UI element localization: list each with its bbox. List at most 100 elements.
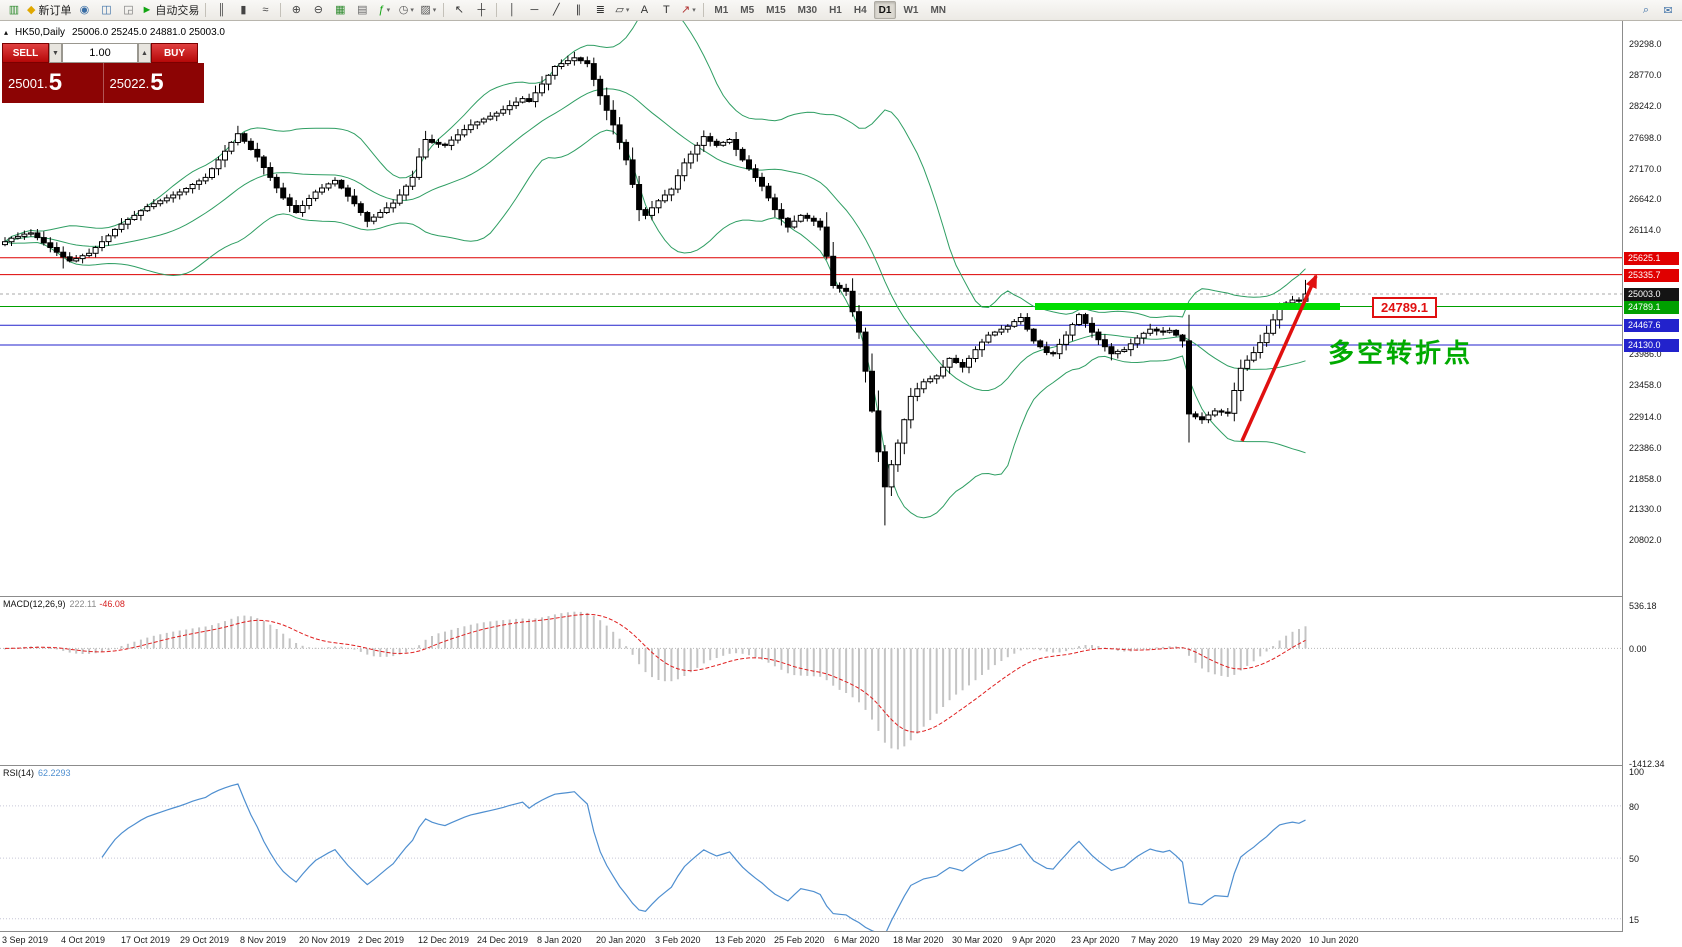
date-axis-label: 29 Oct 2019: [180, 935, 230, 945]
indicators-icon[interactable]: ƒ ▾: [373, 2, 395, 19]
timeframe-M30[interactable]: M30: [797, 4, 818, 16]
price-axis-label: 23458.0: [1629, 380, 1662, 390]
equidistant-channel-icon[interactable]: ∥: [567, 2, 589, 19]
data-window-icon[interactable]: ◲: [117, 2, 139, 19]
text-label-icon: T: [662, 3, 670, 16]
price-axis-label: 21858.0: [1629, 474, 1662, 484]
toolbar-divider: [280, 3, 282, 17]
text-icon[interactable]: A: [633, 2, 655, 19]
templates-icon[interactable]: ▨ ▾: [417, 2, 439, 19]
toolbar-divider: [443, 3, 445, 17]
price-callout-label[interactable]: 24789.1: [1372, 297, 1437, 318]
date-axis-label: 20 Nov 2019: [299, 935, 351, 945]
buy-price[interactable]: 25022. 5: [109, 69, 164, 96]
pane-separator: [0, 931, 1682, 932]
crosshair-icon[interactable]: ┼: [470, 2, 492, 19]
horizontal-line-icon[interactable]: ─: [523, 2, 545, 19]
profiles-icon[interactable]: ◉: [73, 2, 95, 19]
shapes-icon[interactable]: ▱ ▾: [611, 2, 633, 19]
bar-chart-icon: ║: [217, 3, 226, 16]
macd-signal-line: [4, 613, 1306, 733]
volume-decrease-button[interactable]: ▼: [49, 43, 62, 63]
macd-axis-label: -1412.34: [1629, 759, 1665, 769]
chevron-down-icon: ▾: [432, 7, 437, 14]
timeframe-MN[interactable]: MN: [930, 4, 947, 16]
arrows-icon[interactable]: ↗ ▾: [677, 2, 699, 19]
pane-separator[interactable]: [0, 765, 1682, 766]
autotrade-button[interactable]: ► 自动交易: [139, 2, 201, 19]
price-axis-label: 23986.0: [1629, 349, 1662, 359]
price-axis-label: 28242.0: [1629, 101, 1662, 111]
new-order-button-label: 新订单: [38, 5, 72, 17]
ohlc-values: 25006.0 25245.0 24881.0 25003.0: [72, 27, 225, 38]
toolbar-divider: [496, 3, 498, 17]
autotrade-button-label: 自动交易: [155, 5, 200, 17]
periods-icon[interactable]: ◷ ▾: [395, 2, 417, 19]
timeframe-D1[interactable]: D1: [873, 1, 897, 19]
new-order-button: ◆: [27, 3, 36, 16]
zoom-out-icon[interactable]: ⊖: [307, 2, 329, 19]
cursor-icon[interactable]: ↖: [448, 2, 470, 19]
buy-button[interactable]: BUY: [151, 43, 198, 63]
chevron-down-icon: ▾: [625, 7, 630, 14]
timeframe-H4[interactable]: H4: [853, 4, 867, 16]
price-chart-pane[interactable]: ▴ HK50,Daily 25006.0 25245.0 24881.0 250…: [0, 21, 1622, 596]
cursor-icon: ↖: [454, 3, 464, 16]
periods-icon: ◷: [398, 3, 409, 16]
timeframe-H1[interactable]: H1: [829, 4, 842, 16]
price-axis[interactable]: 29298.0 28770.0 28242.0 27698.0 27170.0 26642…: [1622, 21, 1682, 932]
line-chart-icon: ≈: [262, 3, 269, 16]
sell-price[interactable]: 25001. 5: [8, 69, 63, 96]
candlestick-chart-icon[interactable]: ▮: [232, 2, 254, 19]
rsi-axis-label: 15: [1629, 915, 1640, 925]
volume-increase-button[interactable]: ▲: [138, 43, 151, 63]
vertical-line-icon[interactable]: │: [501, 2, 523, 19]
fibonacci-icon[interactable]: ≣: [589, 2, 611, 19]
chevron-down-icon: ▾: [410, 7, 414, 14]
timeframe-M1[interactable]: M1: [714, 4, 729, 16]
macd-label: MACD(12,26,9) 222.11 -46.08: [3, 599, 125, 609]
vertical-line-icon: │: [508, 3, 516, 16]
sell-button[interactable]: SELL: [2, 43, 49, 63]
horizontal-line-icon: ─: [530, 3, 539, 16]
date-axis-label: 8 Jan 2020: [537, 935, 582, 945]
market-watch-icon: ◫: [101, 3, 112, 16]
bar-chart-icon[interactable]: ║: [210, 2, 232, 19]
price-badge: 24789.1: [1624, 301, 1679, 314]
rsi-axis-label: 80: [1629, 802, 1640, 812]
market-watch-icon[interactable]: ◫: [95, 2, 117, 19]
date-axis-label: 12 Dec 2019: [418, 935, 470, 945]
volume-input[interactable]: [62, 43, 138, 63]
auto-arrange-icon[interactable]: ▤: [351, 2, 373, 19]
timeframe-M15[interactable]: M15: [766, 4, 786, 16]
one-click-collapse-icon[interactable]: ▴: [4, 28, 9, 37]
new-chart-icon: ▥: [8, 3, 20, 16]
candlestick-chart[interactable]: [0, 21, 1622, 596]
search-icon[interactable]: ⌕: [1642, 3, 1650, 16]
date-axis-label: 30 Mar 2020: [952, 935, 1003, 945]
cn-annotation-text[interactable]: 多空转折点: [1328, 338, 1474, 368]
price-badge: 25003.0: [1624, 288, 1679, 301]
timeframe-W1[interactable]: W1: [903, 4, 919, 16]
crosshair-icon: ┼: [477, 3, 486, 16]
zoom-in-icon[interactable]: ⊕: [285, 2, 307, 19]
pane-separator[interactable]: [0, 596, 1682, 597]
trend-arrow[interactable]: [1240, 273, 1318, 442]
support-level-bar[interactable]: [1035, 303, 1340, 310]
date-axis-label: 3 Feb 2020: [655, 935, 701, 945]
time-axis[interactable]: 3 Sep 2019 4 Oct 2019 17 Oct 2019 29 Oct 20…: [0, 932, 1682, 947]
indicators-icon: ƒ: [378, 3, 385, 16]
trendline-icon[interactable]: ╱: [545, 2, 567, 19]
timeframe-M5[interactable]: M5: [740, 4, 755, 16]
tile-windows-icon[interactable]: ▦: [329, 2, 351, 19]
text-label-icon[interactable]: T: [655, 2, 677, 19]
new-chart-icon[interactable]: ▥: [3, 2, 25, 19]
price-axis-label: 22914.0: [1629, 412, 1662, 422]
candlestick-chart-icon: ▮: [240, 3, 247, 16]
community-chat-icon[interactable]: ✉: [1663, 4, 1673, 17]
macd-pane[interactable]: MACD(12,26,9) 222.11 -46.08: [0, 597, 1622, 765]
line-chart-icon[interactable]: ≈: [254, 2, 276, 19]
date-axis-label: 8 Nov 2019: [240, 935, 287, 945]
rsi-pane[interactable]: RSI(14) 62.2293: [0, 766, 1622, 931]
new-order-button[interactable]: ◆ 新订单: [25, 2, 73, 19]
